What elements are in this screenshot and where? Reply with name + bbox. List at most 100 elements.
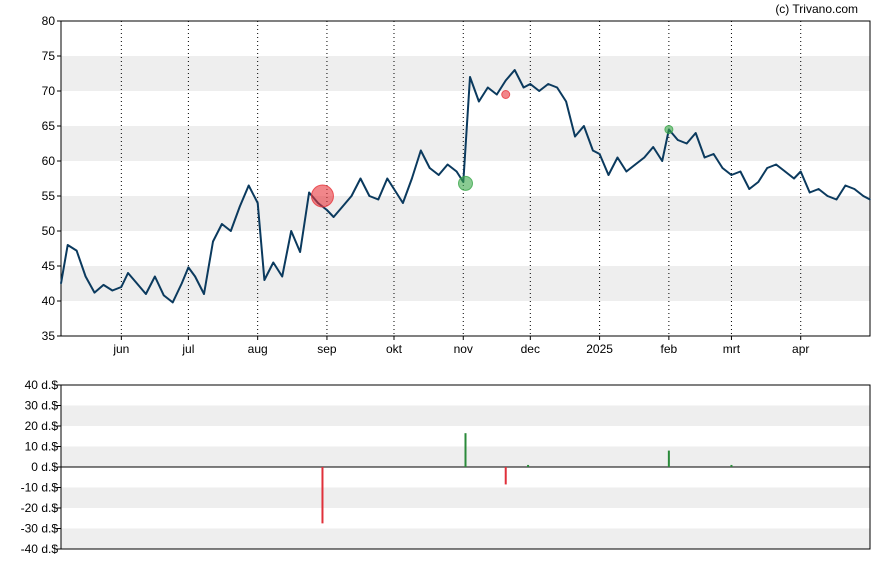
price-grid-band bbox=[61, 196, 870, 231]
x-tick-label: okt bbox=[386, 342, 403, 356]
price-plot-frame bbox=[60, 20, 871, 337]
y-tick-label: -20 d.$ bbox=[21, 501, 59, 515]
price-point bbox=[574, 135, 576, 138]
y-tick-label: 80 bbox=[42, 14, 56, 28]
y-tick-label: 20 d.$ bbox=[25, 419, 59, 433]
price-point bbox=[862, 195, 865, 197]
price-point bbox=[455, 170, 458, 173]
price-point bbox=[180, 282, 183, 285]
y-tick-label: 40 bbox=[42, 294, 56, 308]
x-tick-label: jun bbox=[112, 342, 129, 356]
price-point bbox=[495, 93, 498, 96]
price-point bbox=[187, 266, 190, 269]
price-point bbox=[127, 272, 129, 274]
y-tick-label: 75 bbox=[42, 49, 56, 63]
y-tick-label: 55 bbox=[42, 189, 56, 203]
price-point bbox=[826, 195, 829, 197]
price-point bbox=[247, 184, 250, 187]
price-point bbox=[221, 223, 223, 225]
price-point bbox=[793, 177, 795, 180]
price-point bbox=[703, 156, 706, 159]
y-tick-label: 45 bbox=[42, 259, 56, 273]
price-point bbox=[359, 177, 362, 180]
price-point bbox=[799, 170, 802, 173]
price-point bbox=[171, 301, 174, 304]
price-point bbox=[538, 90, 541, 92]
y-tick-label: 65 bbox=[42, 119, 56, 133]
price-point bbox=[469, 76, 471, 78]
price-point bbox=[66, 244, 69, 246]
price-point bbox=[272, 261, 275, 264]
price-point bbox=[598, 153, 601, 155]
price-point bbox=[694, 132, 697, 134]
price-point bbox=[592, 149, 594, 152]
y-tick-label: 60 bbox=[42, 154, 56, 168]
price-point bbox=[299, 251, 301, 253]
price-point bbox=[75, 249, 78, 252]
x-tick-label: nov bbox=[454, 342, 473, 356]
price-point bbox=[757, 181, 760, 183]
price-point bbox=[230, 230, 232, 232]
x-tick-label: aug bbox=[248, 342, 268, 356]
price-point bbox=[350, 195, 353, 197]
price-point bbox=[565, 100, 567, 103]
price-point bbox=[652, 146, 655, 148]
price-point bbox=[556, 86, 558, 89]
price-point bbox=[869, 198, 871, 201]
price-point bbox=[616, 156, 619, 159]
y-tick-label: -30 d.$ bbox=[21, 522, 59, 536]
price-point bbox=[661, 160, 663, 162]
price-point bbox=[478, 100, 480, 103]
price-point bbox=[203, 293, 205, 295]
credit-label: (c) Trivano.com bbox=[775, 2, 858, 16]
price-point bbox=[529, 83, 532, 85]
price-grid-band bbox=[61, 266, 870, 301]
price-point bbox=[748, 188, 751, 190]
price-point bbox=[504, 79, 507, 82]
x-tick-label: dec bbox=[521, 342, 540, 356]
x-tick-label: feb bbox=[661, 342, 678, 356]
y-tick-label: 40 d.$ bbox=[25, 378, 59, 392]
y-tick-label: 30 d.$ bbox=[25, 399, 59, 413]
price-point bbox=[332, 216, 335, 218]
insider-marker bbox=[458, 175, 473, 191]
price-point bbox=[643, 156, 646, 159]
price-point bbox=[513, 69, 516, 71]
x-tick-label: mrt bbox=[723, 342, 741, 356]
bar-grid-band bbox=[61, 405, 870, 426]
price-chart: jun jul aug sep okt nov dec 2025 feb mrt apr 35 40 45… bbox=[42, 14, 871, 356]
price-point bbox=[93, 291, 96, 294]
price-point bbox=[522, 86, 525, 89]
price-point bbox=[84, 275, 87, 278]
price-point bbox=[102, 284, 105, 286]
price-point bbox=[256, 202, 259, 204]
x-tick-label: 2025 bbox=[586, 342, 613, 356]
price-point bbox=[212, 240, 214, 243]
insider-marker bbox=[501, 90, 511, 99]
price-point bbox=[341, 205, 344, 208]
bar-grid-band bbox=[61, 487, 870, 508]
price-point bbox=[281, 275, 284, 278]
price-point bbox=[194, 275, 196, 278]
price-point bbox=[625, 170, 628, 173]
price-point bbox=[308, 191, 310, 194]
x-tick-label: sep bbox=[317, 342, 337, 356]
price-point bbox=[844, 184, 847, 187]
price-point bbox=[111, 289, 114, 292]
price-point bbox=[428, 167, 431, 169]
x-tick-label: jul bbox=[181, 342, 194, 356]
y-tick-label: 35 bbox=[42, 329, 56, 343]
price-point bbox=[775, 163, 777, 166]
y-tick-label: -10 d.$ bbox=[21, 481, 59, 495]
price-point bbox=[420, 149, 422, 152]
price-point bbox=[393, 188, 395, 190]
insider-marker bbox=[310, 184, 334, 208]
price-point bbox=[853, 188, 856, 190]
price-point bbox=[634, 163, 637, 166]
price-grid-band bbox=[61, 56, 870, 91]
price-point bbox=[784, 170, 786, 173]
price-point bbox=[817, 188, 820, 190]
price-point bbox=[60, 282, 62, 285]
y-tick-label: 0 d.$ bbox=[31, 460, 58, 474]
